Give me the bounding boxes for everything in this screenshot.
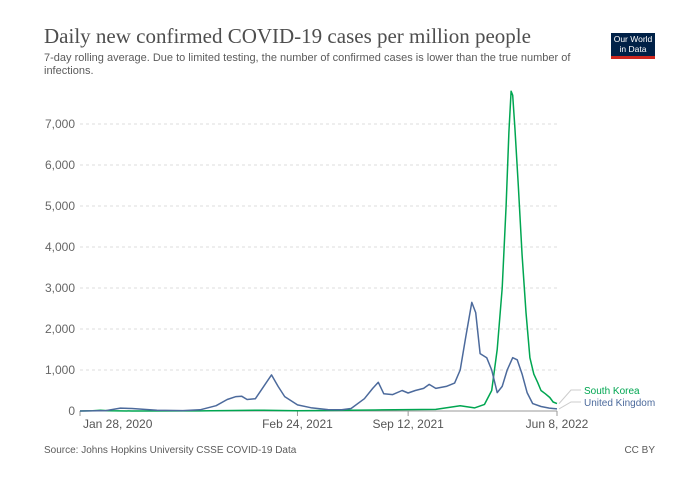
- y-tick-label: 6,000: [45, 158, 75, 172]
- y-axis: 0 1,000 2,000 3,000 4,000 5,000 6,000 7,000: [45, 117, 75, 418]
- series-line-south-korea[interactable]: [79, 90, 558, 412]
- y-tick-label: 4,000: [45, 240, 75, 254]
- y-tick-label: 2,000: [45, 322, 75, 336]
- legend-connector: [558, 389, 581, 404]
- legend-connector: [558, 401, 581, 410]
- y-tick-label: 3,000: [45, 281, 75, 295]
- y-tick-label: 7,000: [45, 117, 75, 131]
- logo-line-2: in Data: [619, 44, 647, 54]
- y-tick-label: 5,000: [45, 199, 75, 213]
- series-lines: [79, 90, 558, 412]
- y-tick-label: 1,000: [45, 363, 75, 377]
- owid-logo[interactable]: Our World in Data: [611, 33, 655, 59]
- x-tick-label: Sep 12, 2021: [372, 417, 444, 431]
- legend-label-south-korea[interactable]: South Korea: [584, 386, 640, 397]
- license-label[interactable]: CC BY: [624, 445, 655, 456]
- logo-line-1: Our World: [613, 34, 653, 44]
- legend-label-united-kingdom[interactable]: United Kingdom: [584, 398, 655, 409]
- series-line-united-kingdom[interactable]: [79, 301, 558, 412]
- y-tick-label: 0: [68, 404, 75, 418]
- gridlines: [80, 123, 557, 412]
- x-tick-label: Jan 28, 2020: [83, 417, 153, 431]
- x-tick-label: Feb 24, 2021: [262, 417, 333, 431]
- chart-subtitle: 7-day rolling average. Due to limited te…: [44, 52, 571, 77]
- x-axis: Jan 28, 2020 Feb 24, 2021 Sep 12, 2021 Jun …: [79, 411, 589, 431]
- source-note[interactable]: Source: Johns Hopkins University CSSE CO…: [44, 445, 297, 456]
- x-tick-label: Jun 8, 2022: [526, 417, 589, 431]
- chart-title: Daily new confirmed COVID-19 cases per m…: [44, 24, 531, 48]
